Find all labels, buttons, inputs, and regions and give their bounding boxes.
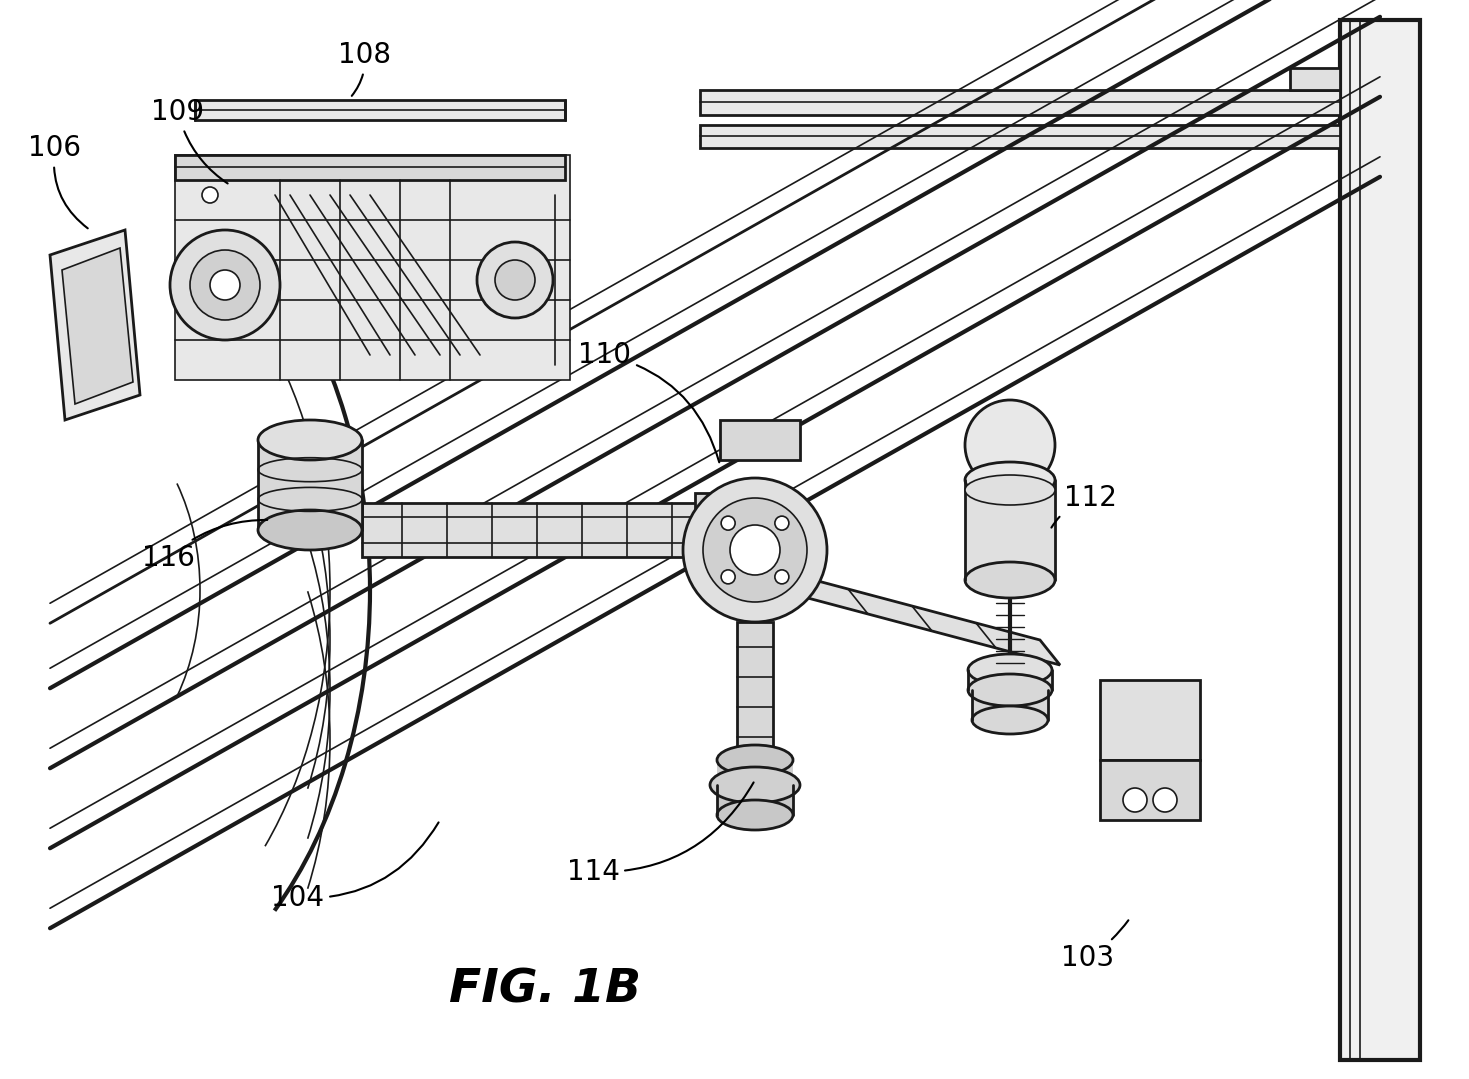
Text: 112: 112: [1052, 484, 1116, 528]
Ellipse shape: [717, 745, 793, 775]
Ellipse shape: [717, 800, 793, 830]
Circle shape: [774, 516, 789, 530]
Circle shape: [683, 478, 827, 622]
Circle shape: [210, 270, 239, 300]
Polygon shape: [701, 125, 1340, 148]
Polygon shape: [720, 420, 801, 460]
Polygon shape: [965, 480, 1055, 581]
Ellipse shape: [259, 420, 361, 460]
Ellipse shape: [710, 767, 801, 803]
Polygon shape: [737, 622, 773, 760]
Circle shape: [495, 260, 535, 300]
Polygon shape: [62, 248, 134, 404]
Ellipse shape: [259, 510, 361, 550]
Circle shape: [721, 570, 734, 584]
Polygon shape: [972, 689, 1047, 720]
Polygon shape: [1290, 68, 1340, 90]
Polygon shape: [968, 670, 1052, 689]
Circle shape: [203, 187, 217, 203]
Circle shape: [1122, 788, 1147, 812]
Polygon shape: [195, 100, 566, 120]
Circle shape: [477, 242, 552, 318]
Polygon shape: [50, 230, 140, 420]
Text: FIG. 1B: FIG. 1B: [450, 968, 640, 1012]
Text: 110: 110: [579, 341, 720, 462]
Text: 108: 108: [338, 41, 392, 96]
Ellipse shape: [968, 654, 1052, 686]
Polygon shape: [701, 90, 1340, 115]
Polygon shape: [361, 503, 720, 557]
Circle shape: [704, 498, 806, 602]
Circle shape: [190, 250, 260, 320]
Polygon shape: [717, 786, 793, 815]
Text: 116: 116: [141, 520, 267, 572]
Ellipse shape: [965, 462, 1055, 498]
Polygon shape: [259, 440, 361, 530]
Polygon shape: [717, 760, 793, 786]
Circle shape: [774, 570, 789, 584]
Circle shape: [1153, 788, 1177, 812]
Polygon shape: [1340, 21, 1421, 1060]
Text: 106: 106: [28, 134, 88, 229]
Polygon shape: [695, 493, 730, 566]
Circle shape: [965, 400, 1055, 490]
Circle shape: [721, 516, 734, 530]
Polygon shape: [1100, 680, 1200, 760]
Ellipse shape: [965, 562, 1055, 598]
Text: 109: 109: [151, 98, 228, 183]
Text: 114: 114: [567, 782, 754, 886]
Text: 104: 104: [272, 822, 439, 912]
Polygon shape: [1100, 760, 1200, 820]
Polygon shape: [720, 555, 1061, 665]
Ellipse shape: [965, 475, 1055, 505]
Circle shape: [170, 230, 281, 340]
Ellipse shape: [968, 674, 1052, 706]
Polygon shape: [175, 155, 570, 380]
Ellipse shape: [972, 706, 1047, 734]
Circle shape: [730, 525, 780, 575]
Polygon shape: [175, 155, 566, 180]
Text: 103: 103: [1062, 920, 1128, 972]
